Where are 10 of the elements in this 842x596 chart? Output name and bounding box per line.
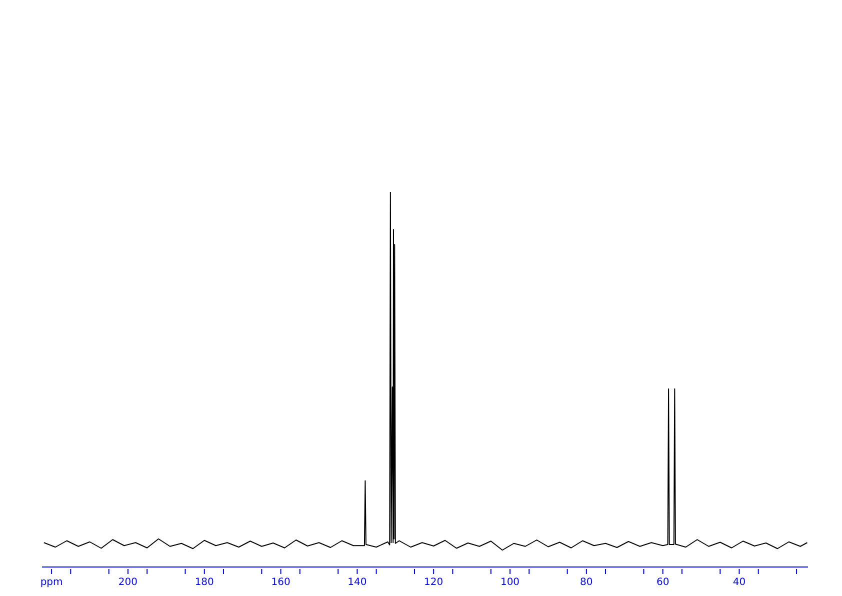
x-tick-label: 120 xyxy=(424,577,444,588)
x-tick-label: 160 xyxy=(271,577,290,588)
x-tick-label: 180 xyxy=(194,577,214,588)
x-tick-label: 40 xyxy=(732,577,746,588)
x-tick-label: 100 xyxy=(500,577,520,588)
x-tick-label: ppm xyxy=(40,577,63,588)
x-tick-label: 60 xyxy=(656,577,670,588)
x-tick-label: 80 xyxy=(580,577,593,588)
x-tick-label: 140 xyxy=(348,577,367,588)
x-tick-label: 200 xyxy=(118,577,138,588)
